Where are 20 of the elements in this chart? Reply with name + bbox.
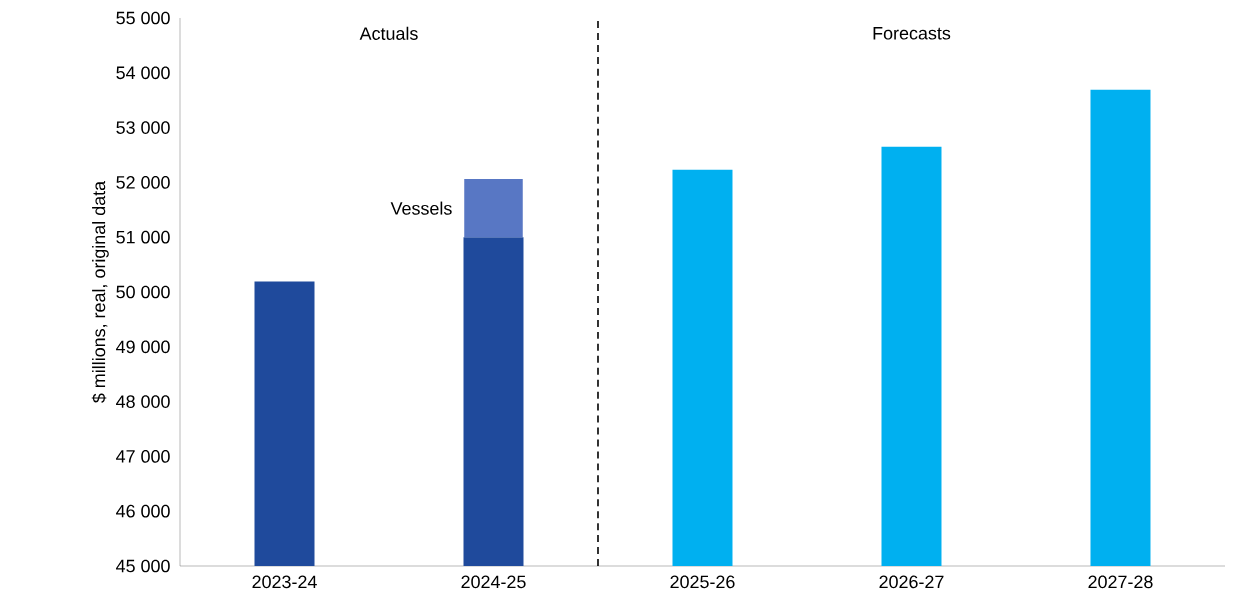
y-tick-label: 48 000: [116, 395, 170, 408]
y-tick-label: 50 000: [116, 285, 170, 299]
y-axis-title: $ millions, real, original data: [91, 180, 109, 403]
y-tick-label: 47 000: [116, 450, 170, 463]
x-tick-label: 2025-26: [670, 575, 735, 589]
y-tick-label: 45 000: [116, 559, 170, 573]
y-tick-label: 46 000: [116, 504, 170, 518]
y-tick-label: 55 000: [116, 11, 170, 25]
x-tick-label: 2023-24: [252, 575, 317, 589]
x-tick-label: 2026-27: [879, 575, 944, 589]
annotation: Actuals: [359, 26, 418, 40]
series-label: Vessels: [390, 201, 452, 215]
x-tick-label: 2024-25: [461, 575, 526, 589]
annotation: Forecasts: [873, 27, 951, 40]
y-tick-label: 49 000: [116, 340, 170, 354]
y-tick-label: 51 000: [116, 230, 170, 244]
x-tick-label: 2027-28: [1088, 575, 1153, 589]
y-tick-label: 53 000: [116, 121, 170, 134]
y-tick-label: 52 000: [116, 176, 170, 189]
y-tick-label: 54 000: [116, 66, 170, 80]
